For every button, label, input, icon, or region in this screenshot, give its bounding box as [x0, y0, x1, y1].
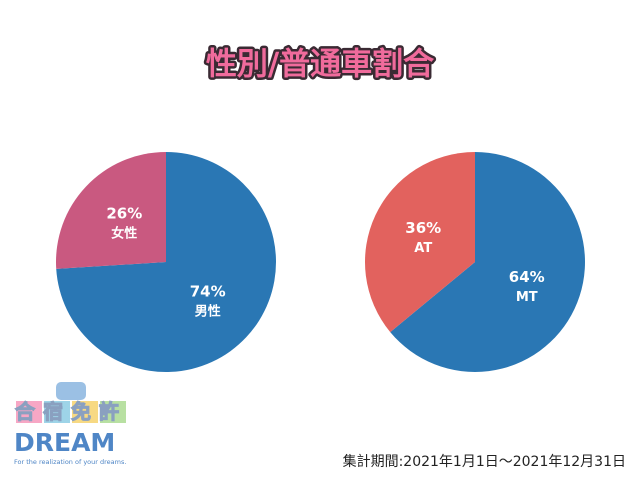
slice-value-label: 74% — [190, 283, 226, 301]
logo-brand: DREAM — [14, 428, 115, 457]
slice-category-label: AT — [414, 241, 432, 256]
slice-value-label: 64% — [509, 268, 545, 286]
logo-tile — [72, 401, 98, 423]
logo-tile — [100, 401, 126, 423]
pie-slice — [56, 152, 276, 373]
logo-car — [56, 382, 86, 400]
logo: 合宿免許 DREAM For the realization of your d… — [14, 382, 127, 466]
slice-value-label: 26% — [106, 204, 142, 222]
logo-tile — [44, 401, 70, 423]
logo-name: 合宿免許 — [15, 400, 127, 424]
title: 性別/普通車割合 — [206, 47, 434, 83]
slice-category-label: 女性 — [111, 225, 137, 241]
pie-slice — [56, 152, 166, 269]
pie-slice — [390, 152, 585, 372]
slice-value-label: 36% — [405, 219, 441, 237]
logo-tagline: For the realization of your dreams. — [14, 458, 126, 466]
footer: 集計期間:2021年1月1日〜2021年12月31日 — [343, 453, 626, 470]
logo-tile — [16, 401, 42, 423]
slice-category-label: 男性 — [195, 304, 221, 320]
slice-category-label: MT — [516, 290, 538, 305]
pie-slice — [365, 152, 475, 333]
